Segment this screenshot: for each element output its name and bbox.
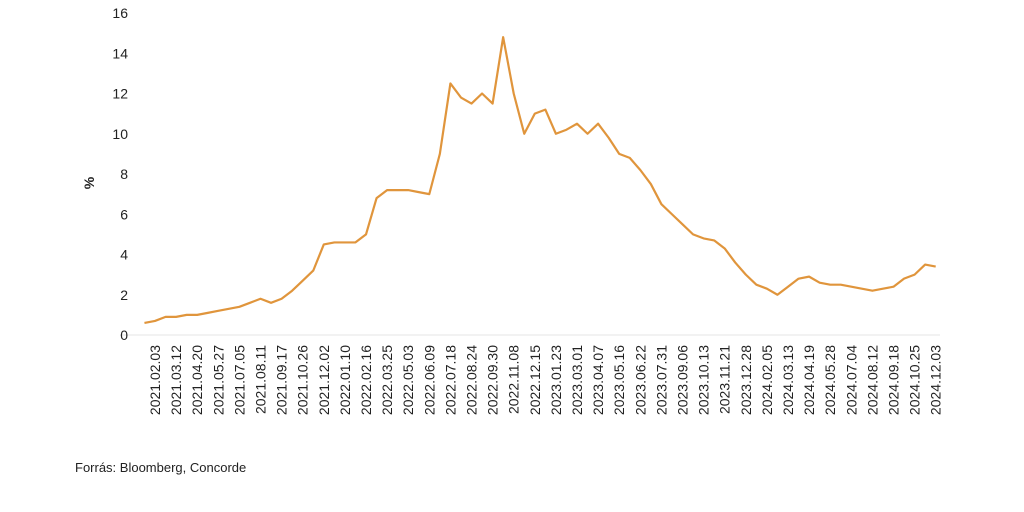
x-tick-label: 2023.06.22 <box>632 345 648 415</box>
x-tick-label: 2021.10.26 <box>295 345 311 415</box>
x-tick-label: 2024.09.18 <box>886 345 902 415</box>
x-tick-label: 2022.01.10 <box>337 345 353 415</box>
x-tick-label: 2023.04.07 <box>590 345 606 415</box>
x-tick-label: 2024.12.03 <box>928 345 944 415</box>
x-tick-label: 2023.10.13 <box>696 345 712 415</box>
x-tick-label: 2023.05.16 <box>611 345 627 415</box>
x-tick-label: 2022.11.08 <box>506 345 522 414</box>
x-tick-label: 2024.05.28 <box>822 345 838 415</box>
y-tick-label: 6 <box>120 206 128 222</box>
y-tick-label: 12 <box>112 86 128 102</box>
y-tick-label: 2 <box>120 287 128 303</box>
x-tick-label: 2023.11.21 <box>717 345 733 414</box>
x-tick-label: 2024.10.25 <box>907 345 923 415</box>
x-tick-label: 2024.03.13 <box>780 345 796 415</box>
x-tick-label: 2022.05.03 <box>400 345 416 415</box>
x-tick-label: 2023.03.01 <box>569 345 585 415</box>
x-tick-label: 2021.03.12 <box>168 345 184 415</box>
x-tick-label: 2022.03.25 <box>379 345 395 415</box>
x-tick-label: 2022.02.16 <box>358 345 374 415</box>
x-tick-label: 2022.08.24 <box>464 345 480 415</box>
source-note: Forrás: Bloomberg, Concorde <box>75 460 246 475</box>
x-tick-label: 2024.07.04 <box>843 345 859 415</box>
x-tick-label: 2022.07.18 <box>442 345 458 415</box>
x-tick-label: 2023.12.28 <box>738 345 754 415</box>
x-tick-label: 2024.08.12 <box>864 345 880 415</box>
x-tick-label: 2023.09.06 <box>675 345 691 415</box>
x-tick-label: 2021.05.27 <box>210 345 226 415</box>
y-tick-label: 16 <box>112 5 128 21</box>
x-tick-label: 2022.09.30 <box>485 345 501 415</box>
x-tick-label: 2021.02.03 <box>147 345 163 415</box>
y-tick-label: 8 <box>120 166 128 182</box>
y-tick-label: 14 <box>112 45 128 61</box>
y-axis-label: % <box>81 176 97 189</box>
y-tick-label: 4 <box>120 247 128 263</box>
x-tick-label: 2022.12.15 <box>527 345 543 415</box>
x-tick-label: 2021.08.11 <box>253 345 269 414</box>
x-tick-label: 2024.04.19 <box>801 345 817 415</box>
x-tick-label: 2021.09.17 <box>274 345 290 415</box>
x-tick-label: 2021.12.02 <box>316 345 332 415</box>
x-tick-label: 2024.02.05 <box>759 345 775 415</box>
x-tick-label: 2021.04.20 <box>189 345 205 415</box>
y-tick-label: 10 <box>112 126 128 142</box>
x-tick-label: 2023.01.23 <box>548 345 564 415</box>
x-tick-label: 2023.07.31 <box>653 345 669 415</box>
x-tick-label: 2021.07.05 <box>231 345 247 415</box>
x-tick-label: 2022.06.09 <box>421 345 437 415</box>
data-line <box>144 36 936 325</box>
y-tick-label: 0 <box>120 327 128 343</box>
